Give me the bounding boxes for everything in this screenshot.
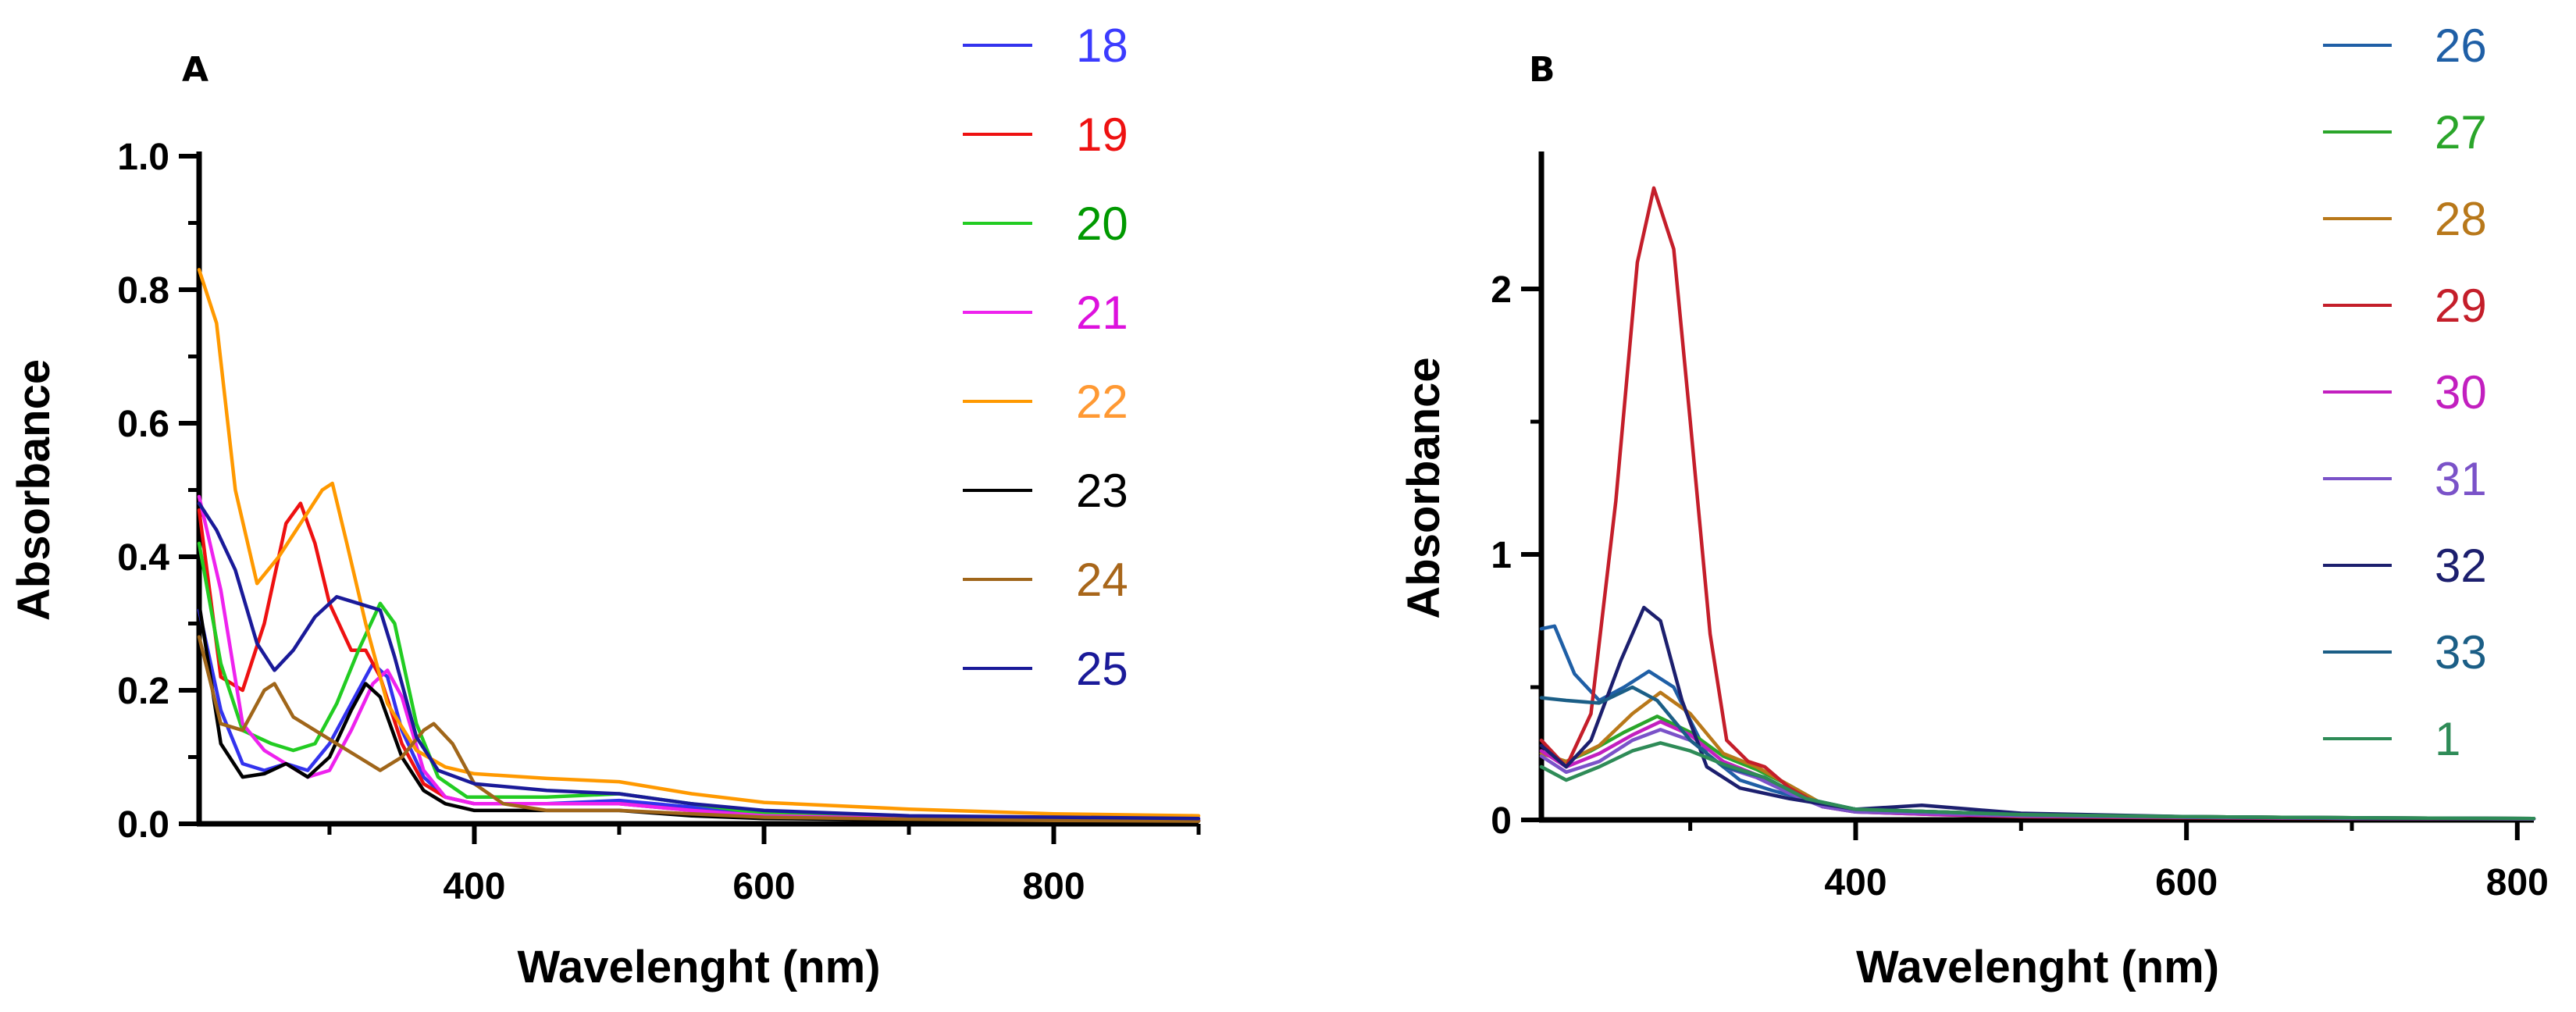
legend-label-26: 26 [2435, 20, 2487, 72]
series-line-22 [197, 268, 1201, 818]
legend-label-19: 19 [1076, 109, 1128, 161]
legend-label-31: 31 [2435, 453, 2487, 505]
legend-label-24: 24 [1076, 554, 1128, 606]
x-tick-label: 600 [2155, 862, 2218, 903]
x-tick-label: 600 [732, 866, 795, 907]
legend-label-28: 28 [2435, 193, 2487, 245]
series-line-27 [1539, 714, 2536, 821]
legend-label-33: 33 [2435, 626, 2487, 679]
x-tick-label: 400 [1824, 862, 1887, 903]
y-tick-label: 0.6 [117, 404, 169, 445]
y-axis-title: Absorbance [9, 359, 59, 621]
x-tick-label: 800 [2486, 862, 2549, 903]
series-line-30 [1539, 719, 2536, 821]
legend-label-29: 29 [2435, 280, 2487, 332]
x-axis-title: Wavelenght (nm) [1856, 942, 2219, 992]
y-tick-label: 2 [1491, 269, 1512, 311]
panel-a: A Wavelenght (nm) Absorbance 0.0 0.2 0.4 0.6 0.… [9, 20, 1201, 992]
y-tick-label: 0.4 [117, 537, 169, 579]
y-tick-label: 0 [1491, 800, 1512, 842]
y-axis-title: Absorbance [1398, 357, 1449, 618]
legend-label-20: 20 [1076, 198, 1128, 250]
panel-letter: B [1529, 50, 1555, 90]
series-line-25 [197, 501, 1201, 821]
panel-letter: A [182, 50, 208, 90]
series-line-23 [197, 601, 1201, 823]
legend-label-18: 18 [1076, 20, 1128, 72]
series-line-33 [1539, 685, 2536, 821]
y-tick-label: 1 [1491, 535, 1512, 576]
panel-b: B Wavelenght (nm) Absorbance 0 1 2 400 600 800 26… [1398, 20, 2549, 992]
x-axis-title: Wavelenght (nm) [517, 942, 880, 992]
series-line-31 [1539, 728, 2536, 821]
y-tick-label: 0.0 [117, 804, 169, 846]
series-line-1 [1539, 741, 2536, 821]
series-line-20 [197, 541, 1201, 822]
series-line-28 [1539, 690, 2536, 821]
legend-label-30: 30 [2435, 366, 2487, 419]
y-tick-label: 1.0 [117, 137, 169, 178]
legend-label-32: 32 [2435, 540, 2487, 592]
legend-label-1: 1 [2435, 713, 2460, 765]
series-line-24 [197, 635, 1201, 823]
legend-label-25: 25 [1076, 643, 1128, 695]
series-line-21 [197, 494, 1201, 822]
legend-label-27: 27 [2435, 106, 2487, 159]
legend-label-23: 23 [1076, 465, 1128, 517]
y-tick-label: 0.2 [117, 671, 169, 712]
legend-label-21: 21 [1076, 287, 1128, 339]
legend-label-22: 22 [1076, 376, 1128, 428]
y-tick-label: 0.8 [117, 270, 169, 312]
x-tick-label: 400 [443, 866, 505, 907]
x-tick-label: 800 [1022, 866, 1085, 907]
